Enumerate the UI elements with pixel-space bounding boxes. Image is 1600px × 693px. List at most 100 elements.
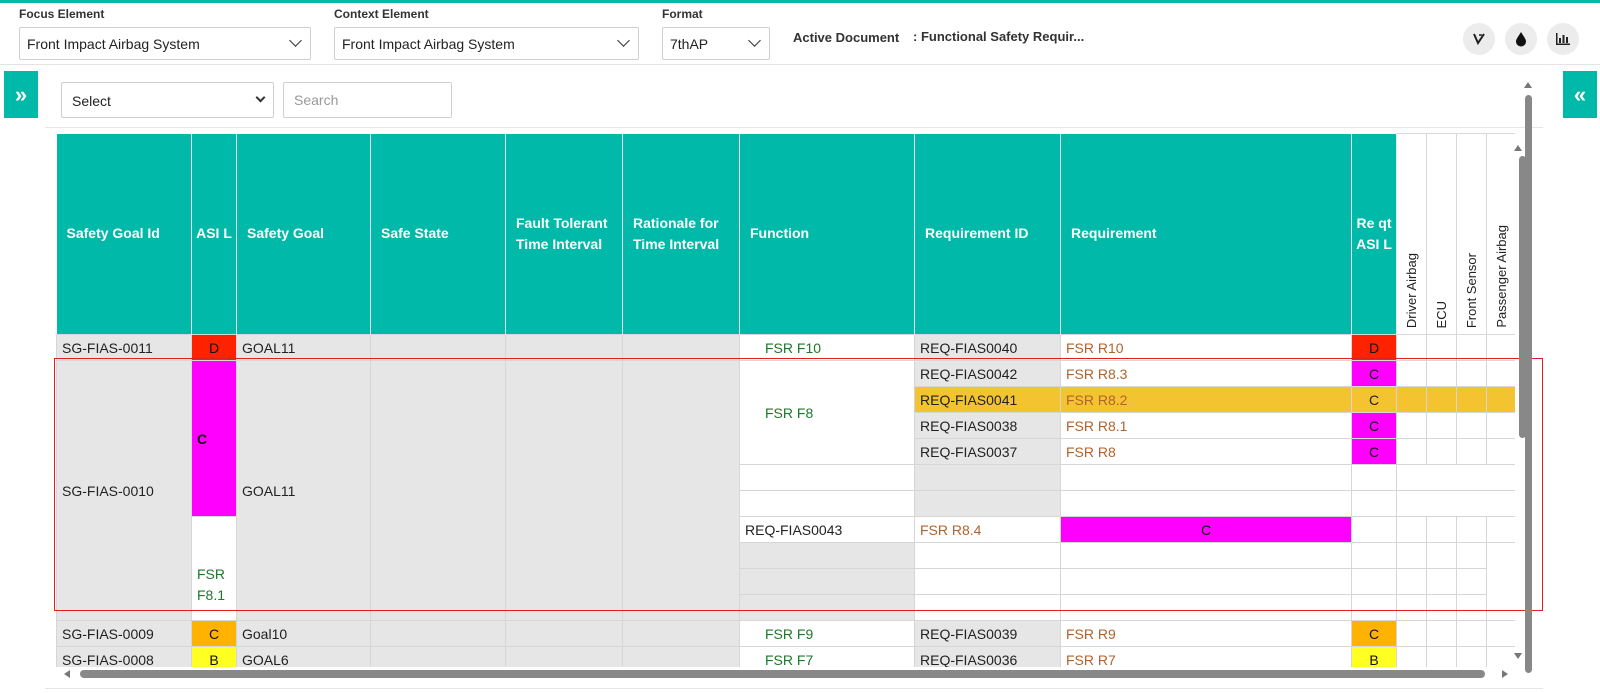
req-id-cell[interactable]: REQ-FIAS0037 (914, 438, 1061, 465)
matrix-cell[interactable] (1486, 646, 1515, 667)
expand-right-panel-button[interactable]: « (1563, 71, 1597, 118)
matrix-cell[interactable] (1396, 438, 1427, 465)
matrix-cell[interactable] (1396, 620, 1427, 647)
matrix-cell[interactable] (1426, 412, 1457, 439)
req-id-cell[interactable]: REQ-FIAS0043 (739, 516, 915, 543)
chart-button[interactable] (1547, 23, 1579, 55)
req-id-cell[interactable] (914, 490, 1061, 517)
focus-element-select[interactable]: Front Impact Airbag System (19, 27, 311, 60)
table-row[interactable]: SG-FIAS-0008 B GOAL6 FSR F7 REQ-FIAS0036… (56, 646, 1515, 667)
function-cell[interactable]: FSR F10 (739, 334, 915, 361)
expand-left-panel-button[interactable]: » (4, 71, 38, 118)
scroll-up-icon[interactable] (1514, 145, 1522, 151)
table-row[interactable]: REQ-FIAS0038 FSR R8.1 C (57, 412, 1515, 439)
function-cell[interactable]: FSR F8 (739, 360, 915, 465)
req-cell[interactable]: FSR R8.3 (1060, 360, 1352, 387)
table-horizontal-scrollbar[interactable] (80, 670, 1485, 678)
function-cell[interactable]: FSR F9 (739, 620, 915, 647)
req-id-cell[interactable]: REQ-FIAS0041 (914, 386, 1061, 413)
matrix-cell[interactable] (1426, 386, 1457, 413)
filter-button[interactable] (1463, 23, 1495, 55)
scroll-right-icon[interactable] (1502, 670, 1508, 678)
matrix-cell[interactable] (1426, 646, 1457, 667)
column-header-safety-goal-id[interactable]: Safety Goal Id (56, 133, 192, 335)
matrix-cell[interactable] (1456, 360, 1487, 387)
matrix-cell[interactable] (1486, 516, 1515, 543)
column-header-front-sensor[interactable]: Front Sensor (1456, 133, 1487, 335)
table-vertical-scrollbar[interactable] (1519, 156, 1526, 438)
matrix-cell[interactable] (1396, 516, 1427, 543)
column-header-function[interactable]: Function (739, 133, 915, 335)
req-cell[interactable]: FSR R8 (1060, 438, 1352, 465)
matrix-cell[interactable] (1396, 490, 1515, 517)
req-cell[interactable] (1060, 490, 1352, 517)
page-vertical-scrollbar[interactable] (1525, 95, 1532, 673)
matrix-cell[interactable] (1486, 438, 1515, 465)
matrix-cell[interactable] (1456, 542, 1487, 569)
column-header-driver-airbag[interactable]: Driver Airbag (1396, 133, 1427, 335)
req-id-cell[interactable]: REQ-FIAS0039 (914, 620, 1061, 647)
req-cell[interactable]: FSR R8.4 (914, 516, 1061, 543)
matrix-cell[interactable] (1486, 334, 1515, 361)
matrix-cell[interactable] (1426, 438, 1457, 465)
table-row[interactable] (57, 542, 1516, 569)
column-header-req-asil[interactable]: Re qt ASI L (1351, 133, 1397, 335)
matrix-cell[interactable] (1396, 568, 1427, 595)
table-row[interactable]: SG-FIAS-0011 D GOAL11 FSR F10 REQ-FIAS00… (56, 334, 1515, 361)
matrix-cell[interactable] (1456, 412, 1487, 439)
matrix-cell[interactable] (1426, 542, 1457, 569)
req-id-cell[interactable]: REQ-FIAS0038 (914, 412, 1061, 439)
matrix-cell[interactable] (1396, 386, 1427, 413)
table-row[interactable] (57, 568, 1516, 595)
context-element-select[interactable]: Front Impact Airbag System (334, 27, 639, 60)
matrix-cell[interactable] (1426, 516, 1457, 543)
table-row[interactable]: SG-FIAS-0009 C Goal10 FSR F9 REQ-FIAS003… (56, 620, 1515, 647)
req-cell[interactable] (1060, 464, 1352, 491)
column-header-asil[interactable]: ASI L (191, 133, 237, 335)
matrix-cell[interactable] (1456, 334, 1487, 361)
req-id-cell[interactable] (914, 464, 1061, 491)
matrix-cell[interactable] (1486, 620, 1515, 647)
table-row-highlighted[interactable]: REQ-FIAS0041 FSR R8.2 C (57, 386, 1515, 413)
column-header-requirement-id[interactable]: Requirement ID (914, 133, 1061, 335)
matrix-cell[interactable] (1396, 360, 1427, 387)
matrix-cell[interactable] (1486, 386, 1515, 413)
matrix-cell[interactable] (1456, 568, 1487, 595)
column-header-rationale[interactable]: Rationale for Time Interval (622, 133, 740, 335)
req-cell[interactable]: FSR R8.2 (1060, 386, 1352, 413)
matrix-cell[interactable] (1426, 334, 1457, 361)
matrix-cell[interactable] (1456, 386, 1487, 413)
req-cell[interactable]: FSR R7 (1060, 646, 1352, 667)
column-header-passenger-airbag[interactable]: Passenger Airbag (1486, 133, 1515, 335)
matrix-cell[interactable] (1396, 542, 1427, 569)
req-cell[interactable]: FSR R9 (1060, 620, 1352, 647)
req-cell[interactable] (1060, 594, 1352, 621)
req-id-cell[interactable]: REQ-FIAS0036 (914, 646, 1061, 667)
format-select[interactable]: 7thAP (662, 27, 770, 60)
matrix-cell[interactable] (1426, 620, 1457, 647)
matrix-cell[interactable] (1486, 412, 1515, 439)
req-id-cell[interactable] (739, 594, 915, 621)
filter-select[interactable]: Select (61, 82, 274, 118)
matrix-cell[interactable] (1351, 516, 1397, 543)
matrix-cell[interactable] (1456, 516, 1487, 543)
scroll-down-icon[interactable] (1514, 653, 1522, 659)
matrix-cell[interactable] (1456, 620, 1487, 647)
function-cell[interactable]: FSR F8.1 (191, 516, 237, 621)
column-header-requirement[interactable]: Requirement (1060, 133, 1352, 335)
req-id-cell[interactable] (739, 568, 915, 595)
req-cell[interactable] (914, 542, 1061, 569)
matrix-cell[interactable] (1486, 360, 1515, 387)
function-cell[interactable]: FSR F7 (739, 646, 915, 667)
matrix-cell[interactable] (1426, 568, 1457, 595)
matrix-cell[interactable] (1396, 334, 1427, 361)
req-id-cell[interactable]: REQ-FIAS0042 (914, 360, 1061, 387)
matrix-cell[interactable] (1426, 594, 1457, 621)
matrix-cell[interactable] (1456, 646, 1487, 667)
matrix-cell[interactable] (1456, 594, 1487, 621)
req-cell[interactable]: FSR R10 (1060, 334, 1352, 361)
table-row[interactable]: SG-FIAS-0010 C GOAL11 FSR F8 REQ-FIAS004… (56, 360, 1515, 621)
column-header-ftti[interactable]: Fault Tolerant Time Interval (505, 133, 623, 335)
page-scroll-up-icon[interactable] (1524, 82, 1532, 88)
column-header-safety-goal[interactable]: Safety Goal (236, 133, 371, 335)
